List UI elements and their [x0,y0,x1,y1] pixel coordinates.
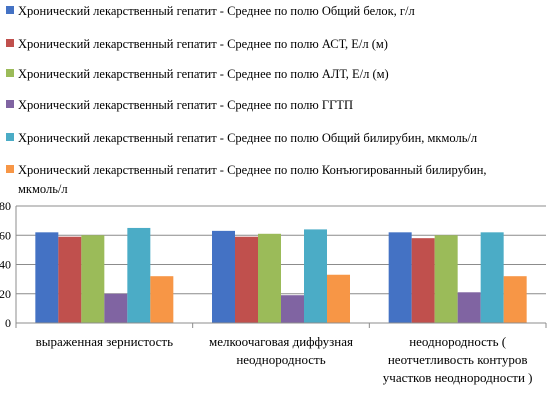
bar-s4-c2 [281,295,304,323]
bar-s2-c2 [235,236,258,323]
bar-s5-c3 [480,232,504,323]
y-tick-label-60: 60 [0,228,11,242]
legend-label-4: Хронический лекарственный гепатит - Сред… [18,98,353,112]
y-tick-labels: 0 20 40 60 80 [0,199,11,330]
legend-label-5: Хронический лекарственный гепатит - Сред… [18,131,477,145]
legend-label-6: Хронический лекарственный гепатит - Сред… [18,163,487,196]
legend-label-1: Хронический лекарственный гепатит - Сред… [18,4,415,18]
y-tick-label-80: 80 [0,199,11,213]
bar-s6-c3 [503,276,527,323]
legend-swatch-6 [6,165,14,173]
y-tick-label-0: 0 [5,316,11,330]
bar-s3-c3 [434,235,458,323]
x-category-label-2: мелкоочаговая диффузная неоднородность [209,334,353,367]
axes [15,206,547,328]
x-category-label-1: выраженная зернистость [36,334,174,349]
legend: Хронический лекарственный гепатит - Сред… [6,4,487,196]
bar-s6-c1 [150,276,174,323]
legend-label-3: Хронический лекарственный гепатит - Сред… [18,67,389,81]
x-category-labels: выраженная зернистость мелкоочаговая дифф… [36,334,533,385]
bar-s3-c2 [258,233,281,323]
legend-swatch-3 [6,69,14,77]
bars [35,227,527,323]
bar-s1-c2 [212,230,235,323]
bar-s6-c2 [327,274,350,323]
x-category-label-3: неоднородность (неотчетливость контуров у… [383,334,533,385]
bar-s2-c1 [58,236,82,323]
y-tick-label-20: 20 [0,287,11,301]
bar-s4-c3 [457,292,481,323]
bar-s3-c1 [81,235,105,323]
legend-swatch-2 [6,39,14,47]
legend-swatch-1 [6,6,14,14]
legend-swatch-5 [6,133,14,141]
bar-s4-c1 [104,293,128,323]
legend-swatch-4 [6,100,14,108]
legend-label-2: Хронический лекарственный гепатит - Сред… [18,37,388,51]
bar-s5-c1 [127,227,151,323]
bar-s1-c1 [35,232,59,323]
bar-s5-c2 [304,229,327,323]
bar-s2-c3 [411,238,435,323]
y-tick-label-40: 40 [0,258,11,272]
bar-s1-c3 [388,232,412,323]
